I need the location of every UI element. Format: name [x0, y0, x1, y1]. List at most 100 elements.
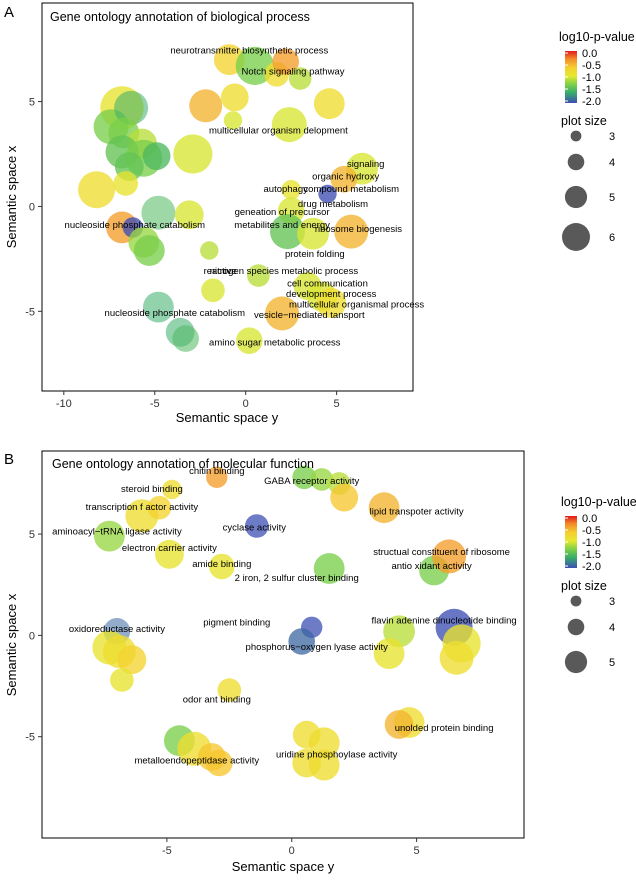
x-tick-label: -5: [162, 845, 172, 857]
panel-a-point-18: [142, 142, 171, 171]
panel-b-point-2: [292, 465, 317, 490]
panel-b-legend: log10-p-value 0.0-0.5-1.0-1.5-2.0 plot s…: [561, 495, 636, 674]
panel-b-colorbar: [565, 516, 577, 568]
panel-a-colorbar-ticks: 0.0-0.5-1.0-1.5-2.0: [565, 48, 601, 108]
panel-a-point-5: [189, 89, 223, 123]
panel-b-term-label-18: metalloendopeptidase activity: [134, 756, 259, 767]
x-tick-label: -5: [150, 398, 160, 410]
x-tick-label: 5: [414, 845, 420, 857]
panel-b-term-label-3: transcription f actor activity: [86, 502, 199, 513]
size-legend-label: 4: [609, 157, 615, 169]
colorbar-tick-label: -2.0: [582, 96, 601, 108]
panel-b-point-0: [206, 466, 228, 488]
size-legend-circle: [570, 595, 582, 607]
panel-b-point-35: [308, 727, 340, 759]
panel-a-term-label-8: geneation of precursor: [235, 207, 330, 218]
panel-b-term-labels: chitin binding steroid binding GABA recept…: [52, 466, 517, 767]
panel-a-term-label-6: autophagy: [264, 184, 309, 195]
panel-a-point-4: [288, 67, 312, 90]
panel-b-term-label-13: flavin adenine dinucleotide binding: [371, 616, 516, 627]
panel-b-term-label-11: 2 iron, 2 sulfur cluster binding: [235, 573, 359, 584]
panel-b-point-15: [432, 539, 467, 574]
panel-b-point-10: [244, 514, 269, 538]
size-legend-label: 5: [609, 657, 615, 669]
panel-b-plot-frame: [41, 450, 525, 839]
panel-b-point-8: [147, 495, 172, 520]
panel-a-point-42: [265, 296, 300, 331]
panel-b-point-37: [308, 749, 340, 781]
colorbar-tick-label: -0.5: [582, 525, 601, 537]
size-legend-circle: [570, 130, 582, 142]
panel-a-colorbar-title: log10-p-value: [559, 30, 635, 44]
panel-b-y-axis-title: Semantic space x: [4, 593, 19, 696]
panel-b-point-29: [217, 678, 242, 702]
panel-a-term-label-11: ribosome biogenesis: [315, 224, 402, 235]
panel-b-size-legend-title: plot size: [561, 579, 607, 593]
panel-b-point-3: [310, 468, 334, 491]
size-legend-circle: [564, 650, 588, 674]
panel-b-term-label-1: steroid binding: [121, 484, 183, 495]
panel-a-point-41: [316, 288, 347, 318]
panel-a-axes: -10 -5 0 5 -5 0 5: [25, 97, 339, 410]
panel-b-term-label-4: lipid transpoter activity: [370, 506, 464, 517]
panel-a-legend: log10-p-value 0.0-0.5-1.0-1.5-2.0 plot s…: [559, 30, 635, 251]
panel-a-term-label-9: metabilites and energy: [234, 220, 330, 231]
panel-a-plot-frame: [41, 2, 414, 392]
panel-a-point-35: [334, 214, 369, 249]
panel-b-point-20: [110, 668, 134, 692]
panel-letter-b: B: [4, 451, 14, 468]
panel-b-point-19: [117, 645, 147, 675]
panel-a-term-label-20: amino sugar metabolic process: [209, 337, 341, 348]
panel-a-term-label-2: multicellular organism delopment: [209, 125, 348, 136]
colorbar-tick-label: 0.0: [582, 513, 597, 525]
y-tick-label: 5: [29, 97, 35, 109]
panel-a-term-label-4: organic hydroxy: [312, 172, 379, 183]
panel-a-point-7: [313, 88, 345, 120]
panel-a-term-label-16: development process: [286, 289, 377, 300]
panel-a-point-6: [220, 83, 249, 112]
panel-a-point-20: [113, 171, 138, 196]
panel-b-term-label-19: uridine phosphoylase activity: [276, 749, 398, 760]
panel-a-term-label-13: reactive: [204, 266, 237, 277]
panel-a-term-label-19: vesicle−mediated tansport: [254, 310, 365, 321]
colorbar-tick-label: 0.0: [582, 48, 597, 60]
size-legend-circle: [562, 223, 590, 251]
panel-a-point-36: [200, 241, 219, 260]
panel-a-point-44: [143, 291, 174, 323]
panel-a-term-label-3: signaling: [347, 159, 385, 170]
panel-b-term-label-7: electron carrier activity: [122, 543, 217, 554]
panel-b-point-13: [313, 553, 345, 584]
panel-a-term-label-5: compound metabolism: [303, 184, 399, 195]
panel-a-y-axis-title: Semantic space x: [4, 145, 19, 248]
panel-letter-a: A: [4, 4, 14, 21]
colorbar-tick-label: -1.5: [582, 84, 601, 96]
panel-b-point-5: [330, 483, 359, 512]
panel-a-point-8: [223, 111, 243, 130]
panel-b-point-25: [373, 638, 405, 669]
panel-a-point-34: [297, 217, 329, 250]
panel-a-term-label-0: neurotransmitter biosynthetic process: [170, 46, 328, 57]
panel-a-point-21: [173, 134, 213, 174]
y-tick-label: -5: [25, 732, 35, 744]
panel-b-x-axis-title: Semantic space y: [232, 859, 335, 874]
panel-b-term-label-9: amide binding: [192, 559, 251, 570]
panel-a-point-13: [114, 90, 149, 125]
panel-b-term-label-0: chitin binding: [189, 466, 244, 477]
panel-a-colorbar: [565, 51, 577, 103]
x-tick-label: -10: [56, 398, 72, 410]
panel-b-point-23: [288, 628, 316, 655]
panel-a-x-axis-title: Semantic space y: [176, 410, 279, 425]
panel-b-point-39: [384, 710, 414, 739]
panel-a-point-26: [141, 195, 176, 230]
panel-b-axes: -5 0 5 -5 0 5: [25, 529, 419, 857]
panel-b-term-label-5: cyclase activity: [223, 523, 287, 534]
panel-b-point-12: [209, 553, 235, 580]
panel-a-points: [78, 44, 378, 355]
panel-a-term-label-12: protein folding: [285, 249, 345, 260]
panel-b-colorbar-ticks: 0.0-0.5-1.0-1.5-2.0: [565, 513, 601, 573]
panel-a-title: Gene ontology annotation of biological p…: [50, 10, 310, 24]
size-legend-circle: [564, 185, 588, 209]
panel-b-colorbar-title: log10-p-value: [561, 495, 636, 509]
panel-b-term-label-6: aminoacyl−tRNA ligase activity: [52, 527, 182, 538]
panel-a-point-27: [174, 200, 204, 230]
